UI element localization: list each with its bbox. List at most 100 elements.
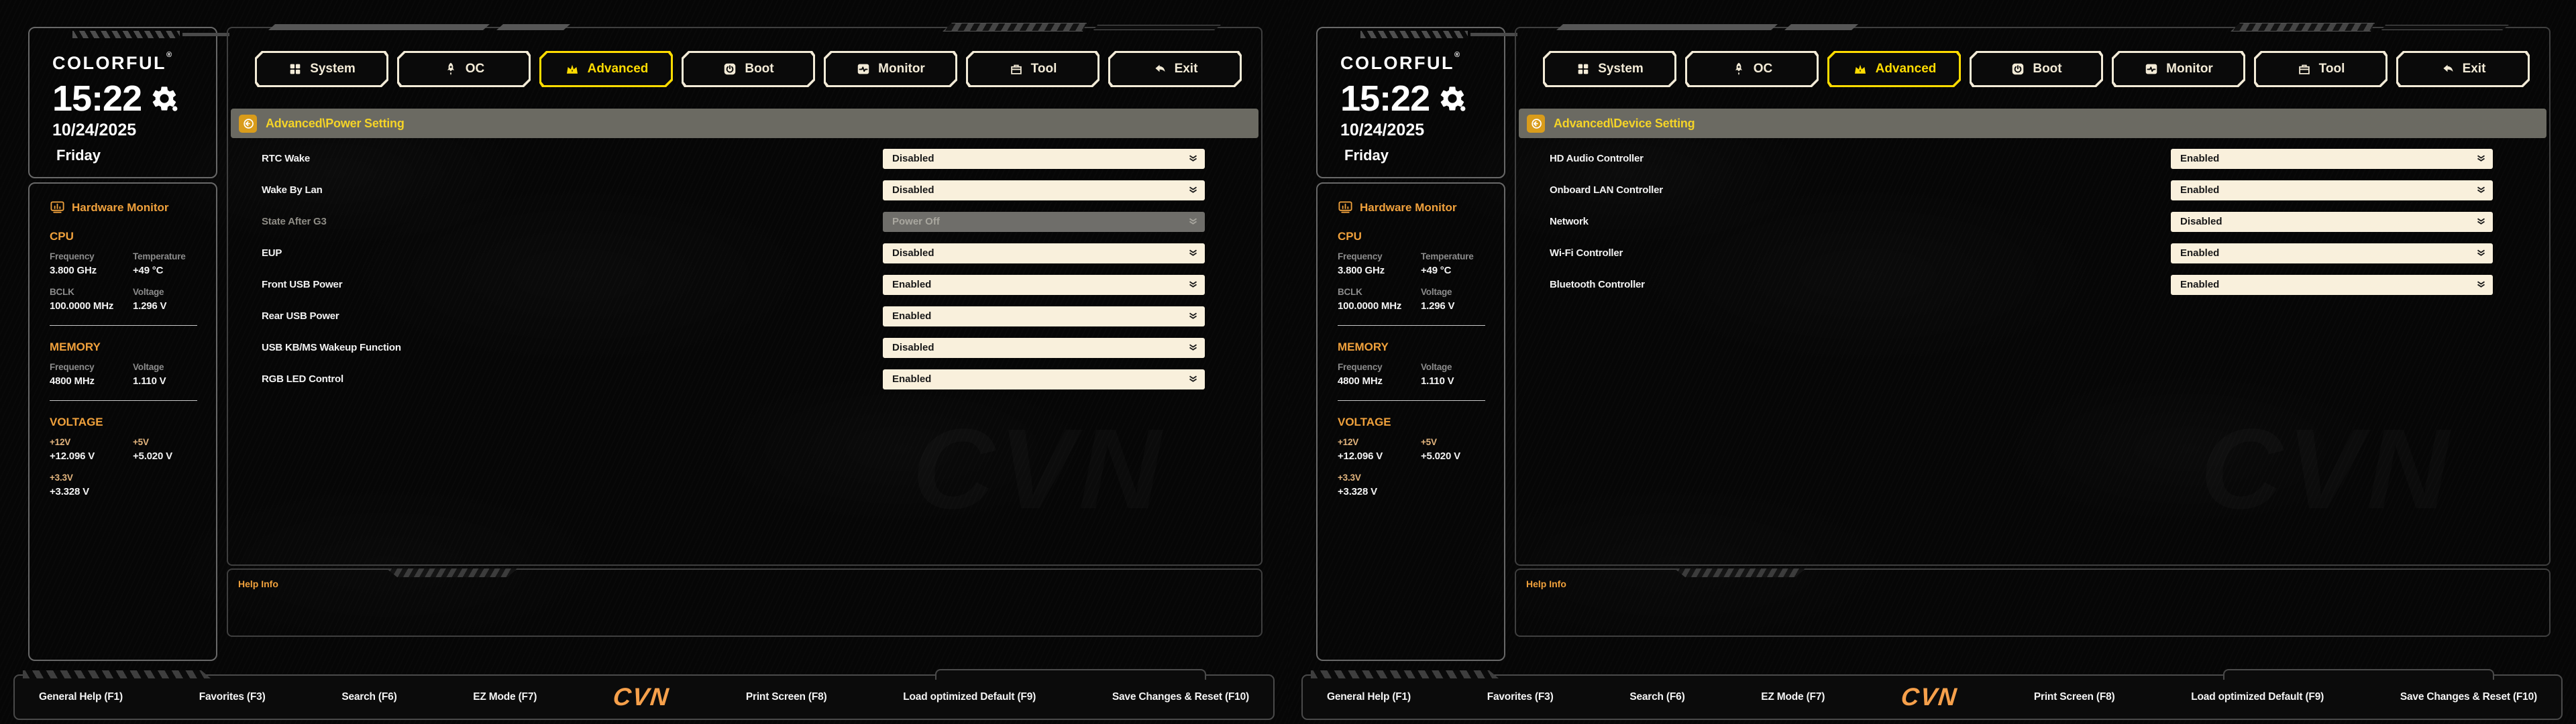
tab-boot[interactable]: Boot [682, 51, 815, 87]
setting-label: Wi-Fi Controller [1550, 247, 1623, 259]
colorful-logo: COLORFUL® [52, 51, 216, 74]
favorites-button[interactable]: Favorites (F3) [1487, 691, 1554, 703]
cpu-section-title: CPU [1338, 230, 1362, 243]
chevron-down-icon [1189, 218, 1197, 225]
dropdown-value: Disabled [2180, 216, 2222, 227]
system-grid-icon [288, 62, 303, 76]
chevron-down-icon [2477, 186, 2485, 193]
ez-mode-button[interactable]: EZ Mode (F7) [1761, 691, 1825, 703]
setting-label: HD Audio Controller [1550, 153, 1644, 164]
tab-label: Boot [745, 62, 774, 76]
colorful-logo: COLORFUL® [1340, 51, 1504, 74]
clock-panel: COLORFUL® 15:22 10/24/2025 Friday [1316, 27, 1517, 178]
ez-mode-button[interactable]: EZ Mode (F7) [473, 691, 537, 703]
clock-time: 15:22 [52, 78, 142, 119]
content-frame: System OC Advanced Boot Monitor Tool Exi… [1515, 27, 2551, 566]
setting-dropdown[interactable]: Disabled [883, 180, 1205, 200]
clock-day: Friday [56, 147, 101, 164]
clock-panel: COLORFUL® 15:22 10/24/2025 Friday [28, 27, 229, 178]
bios-screen: COLORFUL® 15:22 10/24/2025 Friday Hardwa… [0, 0, 1288, 724]
tab-tool[interactable]: Tool [966, 51, 1099, 87]
tab-advanced[interactable]: Advanced [539, 51, 673, 87]
hardware-monitor-panel: Hardware Monitor CPU Frequency 3.800 GHz … [28, 182, 217, 661]
tab-exit[interactable]: Exit [2396, 51, 2530, 87]
save-reset-button[interactable]: Save Changes & Reset (F10) [2400, 691, 2537, 703]
setting-dropdown[interactable]: Disabled [883, 148, 1205, 169]
cpu-temperature: Temperature +49 °C [133, 251, 186, 276]
breadcrumb-title: Advanced\Power Setting [266, 116, 405, 130]
decor-hazard-bar [2231, 23, 2375, 32]
tab-system[interactable]: System [255, 51, 388, 87]
toolbox-icon [1009, 62, 1024, 76]
setting-dropdown[interactable]: Enabled [2171, 180, 2493, 200]
breadcrumb: Advanced\Device Setting [1519, 109, 2546, 138]
search-button[interactable]: Search (F6) [341, 691, 397, 703]
registered-mark: ® [166, 51, 172, 59]
tab-advanced[interactable]: Advanced [1827, 51, 1961, 87]
setting-label: USB KB/MS Wakeup Function [262, 342, 401, 353]
dropdown-value: Enabled [892, 279, 932, 290]
voltage-3v3: +3.3V +3.328 V [1338, 473, 1377, 497]
general-help-button[interactable]: General Help (F1) [39, 691, 123, 703]
hardware-monitor-panel: Hardware Monitor CPU Frequency 3.800 GHz … [1316, 182, 1505, 661]
chevron-down-icon [1189, 312, 1197, 319]
function-key-bar: General Help (F1) Favorites (F3) Search … [1301, 669, 2563, 720]
tab-boot[interactable]: Boot [1970, 51, 2103, 87]
setting-dropdown[interactable]: Enabled [2171, 243, 2493, 263]
search-button[interactable]: Search (F6) [1629, 691, 1685, 703]
tab-monitor[interactable]: Monitor [824, 51, 957, 87]
chevron-down-icon [2477, 155, 2485, 162]
setting-dropdown[interactable]: Enabled [2171, 148, 2493, 169]
tab-system[interactable]: System [1543, 51, 1676, 87]
print-screen-button[interactable]: Print Screen (F8) [2033, 691, 2115, 703]
print-screen-button[interactable]: Print Screen (F8) [745, 691, 827, 703]
decor-hazard-bar [943, 23, 1087, 32]
setting-row: Front USB Power Enabled [262, 269, 1205, 300]
setting-dropdown[interactable]: Power Off [883, 211, 1205, 232]
setting-dropdown[interactable]: Enabled [883, 306, 1205, 326]
dropdown-value: Enabled [892, 310, 932, 322]
monitor-pulse-icon [856, 62, 871, 76]
load-default-button[interactable]: Load optimized Default (F9) [2191, 691, 2324, 703]
setting-row: Bluetooth Controller Enabled [1550, 269, 2493, 300]
chevron-down-icon [1189, 375, 1197, 382]
voltage-section-title: VOLTAGE [50, 416, 103, 428]
tab-exit[interactable]: Exit [1108, 51, 1242, 87]
voltage-12v: +12V +12.096 V [50, 437, 95, 462]
monitor-pulse-icon [2144, 62, 2159, 76]
dropdown-value: Enabled [892, 373, 932, 385]
favorites-button[interactable]: Favorites (F3) [199, 691, 266, 703]
setting-label: Wake By Lan [262, 184, 323, 196]
tab-oc[interactable]: OC [397, 51, 531, 87]
tab-tool[interactable]: Tool [2254, 51, 2387, 87]
help-info-panel: Help Info [227, 568, 1263, 637]
cvn-watermark: CVN [2200, 404, 2453, 535]
tab-oc[interactable]: OC [1685, 51, 1819, 87]
cpu-voltage: Voltage 1.296 V [133, 287, 167, 312]
setting-label: State After G3 [262, 216, 327, 227]
general-help-button[interactable]: General Help (F1) [1327, 691, 1411, 703]
setting-row: EUP Disabled [262, 237, 1205, 269]
setting-dropdown[interactable]: Enabled [883, 274, 1205, 295]
setting-dropdown[interactable]: Disabled [883, 243, 1205, 263]
tab-label: Monitor [878, 62, 925, 76]
save-reset-button[interactable]: Save Changes & Reset (F10) [1112, 691, 1249, 703]
breadcrumb: Advanced\Power Setting [231, 109, 1258, 138]
decor-bar [268, 24, 490, 30]
chevron-down-icon [2477, 249, 2485, 256]
exit-arrow-icon [2440, 62, 2455, 76]
setting-dropdown[interactable]: Enabled [2171, 274, 2493, 295]
system-grid-icon [1576, 62, 1591, 76]
tab-monitor[interactable]: Monitor [2112, 51, 2245, 87]
rocket-icon [443, 62, 458, 76]
setting-dropdown[interactable]: Disabled [883, 337, 1205, 358]
load-default-button[interactable]: Load optimized Default (F9) [903, 691, 1036, 703]
tab-label: System [1598, 62, 1644, 76]
chevron-down-icon [1189, 155, 1197, 162]
help-info-title: Help Info [1526, 579, 1566, 589]
crown-icon [1852, 61, 1868, 77]
setting-dropdown[interactable]: Disabled [2171, 211, 2493, 232]
hardware-monitor-title: Hardware Monitor [72, 200, 169, 214]
setting-dropdown[interactable]: Enabled [883, 369, 1205, 389]
decor-bar [1093, 25, 1221, 30]
